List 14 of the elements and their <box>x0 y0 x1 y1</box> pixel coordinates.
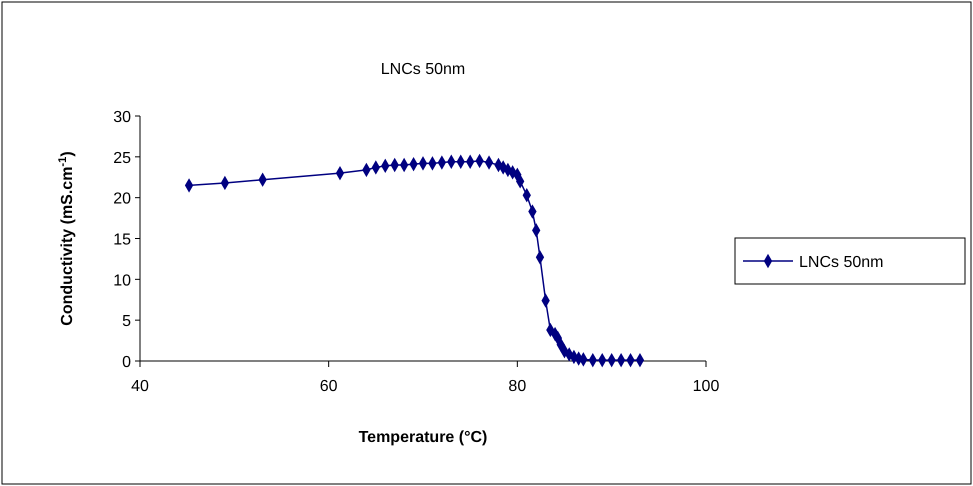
y-tick-label: 20 <box>113 190 132 208</box>
y-tick-label: 25 <box>113 150 132 167</box>
y-tick-label: 10 <box>113 272 132 290</box>
x-tick-label: 80 <box>508 378 526 395</box>
y-tick-label: 30 <box>113 109 132 126</box>
x-axis-title: Temperature (°C) <box>358 429 488 446</box>
x-tick-label: 40 <box>131 378 149 395</box>
y-tick-label: 0 <box>122 354 132 371</box>
x-tick-label: 100 <box>692 378 720 395</box>
chart-title: LNCs 50nm <box>380 61 466 78</box>
y-tick-label: 5 <box>122 313 132 330</box>
x-tick-label: 60 <box>320 378 338 395</box>
legend-label: LNCs 50nm <box>799 254 884 271</box>
y-tick-label: 15 <box>113 232 132 248</box>
